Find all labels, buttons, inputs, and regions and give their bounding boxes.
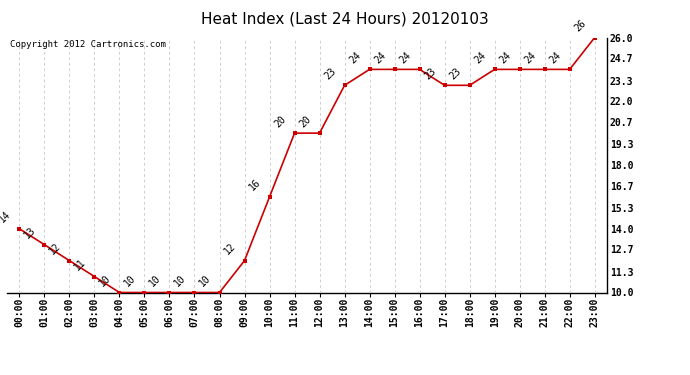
Text: 13: 13	[22, 225, 37, 240]
Text: 10: 10	[122, 273, 137, 288]
Text: 24: 24	[373, 50, 388, 65]
Text: 24: 24	[547, 50, 563, 65]
Text: 14: 14	[0, 209, 12, 225]
Text: 10: 10	[147, 273, 163, 288]
Text: 24: 24	[497, 50, 513, 65]
Text: 16: 16	[247, 177, 263, 193]
Text: 23: 23	[322, 66, 337, 81]
Text: 10: 10	[172, 273, 188, 288]
Text: 12: 12	[47, 241, 63, 256]
Text: Copyright 2012 Cartronics.com: Copyright 2012 Cartronics.com	[10, 40, 166, 49]
Text: 10: 10	[97, 273, 112, 288]
Text: 20: 20	[273, 114, 288, 129]
Text: Heat Index (Last 24 Hours) 20120103: Heat Index (Last 24 Hours) 20120103	[201, 11, 489, 26]
Text: 23: 23	[447, 66, 463, 81]
Text: 26: 26	[573, 18, 588, 33]
Text: 23: 23	[422, 66, 437, 81]
Text: 12: 12	[222, 241, 237, 256]
Text: 24: 24	[397, 50, 413, 65]
Text: 20: 20	[297, 114, 313, 129]
Text: 10: 10	[197, 273, 213, 288]
Text: 24: 24	[347, 50, 363, 65]
Text: 11: 11	[72, 257, 88, 272]
Text: 24: 24	[522, 50, 538, 65]
Text: 24: 24	[473, 50, 488, 65]
